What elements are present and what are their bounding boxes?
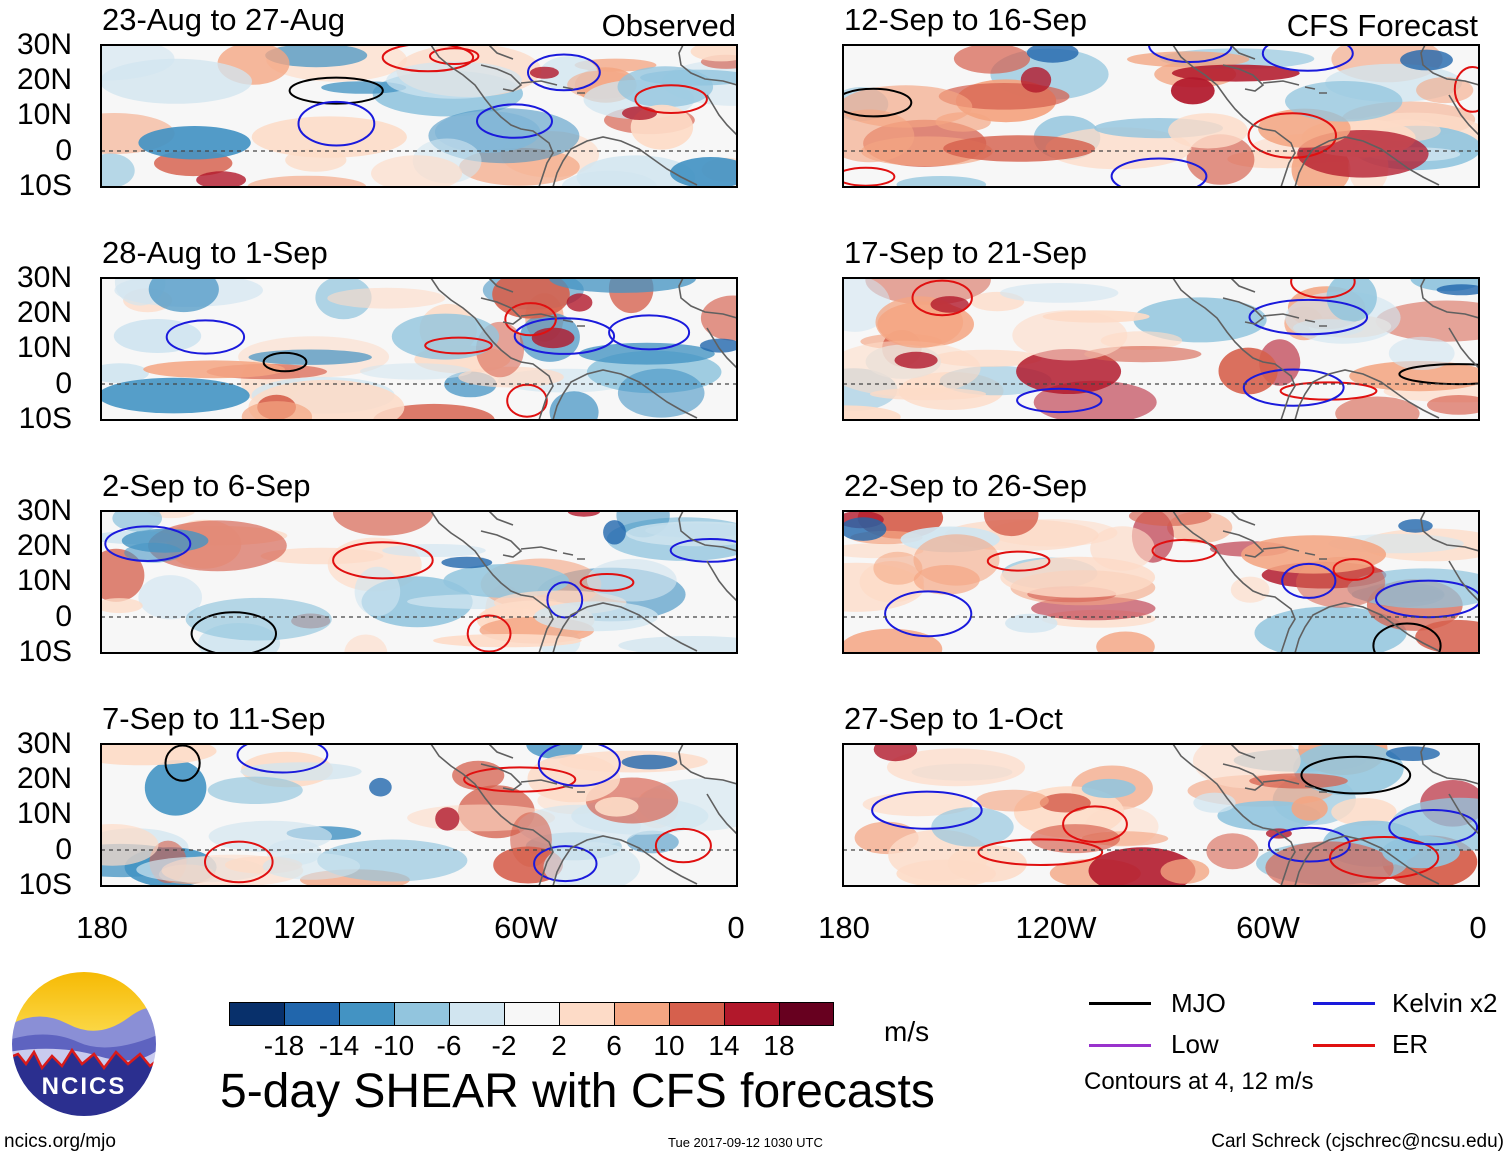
lat-label: 10N — [16, 564, 72, 597]
colorbar-swatch — [449, 1002, 504, 1026]
observed-label: Observed — [601, 8, 736, 43]
colorbar-label: 18 — [763, 1030, 795, 1061]
map-panel-5 — [843, 45, 1479, 187]
lon-label: 120W — [273, 910, 355, 945]
map-panel-8 — [843, 744, 1479, 886]
legend-line-er — [1313, 1044, 1375, 1047]
legend-label-low: Low — [1171, 1029, 1219, 1059]
lat-label: 20N — [16, 63, 72, 96]
colorbar-swatch — [724, 1002, 779, 1026]
panel-title-4: 7-Sep to 11-Sep — [102, 701, 326, 736]
lat-label: 30N — [16, 494, 72, 527]
lat-label: 0 — [55, 833, 72, 866]
legend-label-mjo: MJO — [1171, 988, 1226, 1018]
panel-title-5: 12-Sep to 16-Sep — [844, 2, 1088, 37]
colorbar-label: -18 — [263, 1030, 305, 1061]
lat-label: 0 — [55, 367, 72, 400]
colorbar-swatch — [229, 1002, 284, 1026]
colorbar-units: m/s — [884, 1016, 930, 1047]
colorbar-swatch — [614, 1002, 669, 1026]
panel-title-7: 22-Sep to 26-Sep — [844, 468, 1088, 503]
lon-label: 180 — [76, 910, 128, 945]
legend-label-er: ER — [1392, 1029, 1429, 1059]
panel-title-3: 2-Sep to 6-Sep — [102, 468, 311, 503]
colorbar-swatch — [339, 1002, 394, 1026]
lat-label: 20N — [16, 296, 72, 329]
colorbar-label: 14 — [708, 1030, 740, 1061]
colorbar-label: 2 — [551, 1030, 567, 1061]
colorbar-swatch — [504, 1002, 559, 1026]
lat-label: 30N — [16, 261, 72, 294]
lon-label: 180 — [818, 910, 870, 945]
colorbar-swatch — [284, 1002, 339, 1026]
footer-url: ncics.org/mjo — [4, 1131, 116, 1152]
lat-label: 0 — [55, 134, 72, 167]
lon-label: 120W — [1015, 910, 1097, 945]
lat-label: 10S — [18, 402, 72, 435]
lat-label: 10N — [16, 331, 72, 364]
lat-label: 20N — [16, 762, 72, 795]
colorbar-swatch — [779, 1002, 834, 1026]
lat-label: 30N — [16, 727, 72, 760]
legend-line-kelvin — [1313, 1002, 1375, 1005]
lat-label: 10S — [18, 868, 72, 901]
panel-title-8: 27-Sep to 1-Oct — [844, 701, 1063, 736]
lat-label: 10N — [16, 98, 72, 131]
legend-line-low — [1089, 1044, 1151, 1047]
colorbar-label: -6 — [436, 1030, 462, 1061]
colorbar-swatch — [394, 1002, 449, 1026]
lat-label: 10S — [18, 635, 72, 668]
lat-label: 10N — [16, 797, 72, 830]
lat-label: 30N — [16, 28, 72, 61]
panel-title-2: 28-Aug to 1-Sep — [102, 235, 328, 270]
footer-timestamp: Tue 2017-09-12 1030 UTC — [668, 1135, 823, 1150]
figure-title: 5-day SHEAR with CFS forecasts — [220, 1065, 935, 1118]
colorbar-label: -14 — [318, 1030, 360, 1061]
map-panel-3 — [101, 511, 737, 653]
lon-label: 60W — [1236, 910, 1300, 945]
colorbar-label: -10 — [373, 1030, 415, 1061]
lon-label: 0 — [727, 910, 745, 945]
colorbar-swatch — [559, 1002, 614, 1026]
footer-author: Carl Schreck (cjschrec@ncsu.edu) — [1211, 1131, 1504, 1152]
map-panel-2 — [101, 278, 737, 420]
lon-label: 0 — [1469, 910, 1487, 945]
ncics-logo: NCICS — [8, 968, 160, 1120]
lat-label: 0 — [55, 600, 72, 633]
legend-note: Contours at 4, 12 m/s — [1084, 1068, 1314, 1095]
forecast-label: CFS Forecast — [1286, 8, 1478, 43]
map-panel-7 — [843, 511, 1479, 653]
colorbar-swatch — [669, 1002, 724, 1026]
panel-title-1: 23-Aug to 27-Aug — [102, 2, 346, 37]
colorbar-label: -2 — [491, 1030, 517, 1061]
legend-label-kelvin: Kelvin x2 — [1392, 988, 1498, 1018]
logo-text: NCICS — [42, 1073, 127, 1100]
lon-label: 60W — [494, 910, 558, 945]
lat-label: 20N — [16, 529, 72, 562]
colorbar-label: 10 — [653, 1030, 685, 1061]
lat-label: 10S — [18, 169, 72, 202]
panel-title-6: 17-Sep to 21-Sep — [844, 235, 1088, 270]
map-panel-1 — [101, 45, 737, 187]
map-panel-4 — [101, 744, 737, 886]
map-panel-6 — [843, 278, 1479, 420]
colorbar-label: 6 — [606, 1030, 622, 1061]
legend-line-mjo — [1089, 1002, 1151, 1005]
